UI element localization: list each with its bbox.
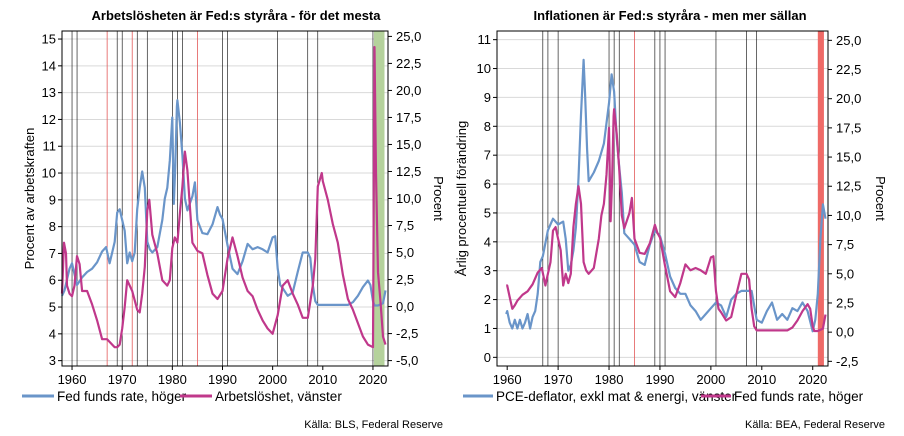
green-shaded-band xyxy=(373,31,385,366)
y2-tick-label: 20,0 xyxy=(396,83,421,98)
y2-tick-label: -2,5 xyxy=(396,326,418,341)
y-tick-label: 12 xyxy=(42,112,56,127)
y2-tick-label: 7,5 xyxy=(836,237,854,252)
y-tick-label: 14 xyxy=(42,58,56,73)
x-tick-label: 1960 xyxy=(58,372,87,387)
y-tick-label: 6 xyxy=(49,273,56,288)
y2-tick-label: 20,0 xyxy=(836,91,861,106)
y-tick-label: 4 xyxy=(49,326,56,341)
plot-frame xyxy=(496,30,829,367)
x-tick-label: 1990 xyxy=(645,372,674,387)
y2-tick-label: -2,5 xyxy=(836,354,858,369)
y-tick-label: 2 xyxy=(484,292,491,307)
y-tick-label: 8 xyxy=(484,119,491,134)
y-tick-label: 11 xyxy=(43,139,57,154)
series-line-2 xyxy=(60,45,387,349)
y-tick-label: 3 xyxy=(49,353,56,368)
y2-tick-label: 12,5 xyxy=(836,179,861,194)
y2-tick-label: 5,0 xyxy=(836,266,854,281)
y2-tick-label: 7,5 xyxy=(396,218,414,233)
series-line-1 xyxy=(61,99,387,307)
y-tick-label: 11 xyxy=(478,32,492,47)
x-tick-label: 2010 xyxy=(747,372,776,387)
y-tick-label: 6 xyxy=(484,177,491,192)
y2-tick-label: 15,0 xyxy=(396,137,421,152)
y2-tick-label: 22,5 xyxy=(836,62,861,77)
y2-tick-label: -5,0 xyxy=(396,353,418,368)
chart-panel-2: 0 1 2 3 4 5 6 7 8 9 10 11 -2,5 0,0 2,5 5,0 7,5 10,0 12,5 15… xyxy=(454,8,888,431)
y2-axis-title: Procent xyxy=(873,176,888,221)
red-shaded-band xyxy=(817,31,824,366)
x-tick-label: 1980 xyxy=(158,372,187,387)
y-tick-label: 8 xyxy=(49,219,56,234)
y2-tick-label: 0,0 xyxy=(396,299,414,314)
y-tick-label: 9 xyxy=(484,90,491,105)
y2-tick-label: 2,5 xyxy=(836,295,854,310)
y2-tick-label: 25,0 xyxy=(836,33,861,48)
legend-label: PCE-deflator, exkl mat & energi, vänster xyxy=(496,389,737,404)
plot-frame xyxy=(61,30,389,367)
y-tick-label: 0 xyxy=(484,350,491,365)
x-tick-label: 1960 xyxy=(493,372,522,387)
y2-axis-title: Procent xyxy=(431,176,446,221)
x-tick-label: 2000 xyxy=(258,372,287,387)
source-note: Källa: BEA, Federal Reserve xyxy=(745,419,885,431)
x-tick-label: 1990 xyxy=(208,372,237,387)
y-tick-label: 7 xyxy=(49,246,56,261)
chart-title: Arbetslösheten är Fed:s styråra - för de… xyxy=(92,8,382,23)
legend-label: Arbetslöshet, vänster xyxy=(215,389,342,404)
y2-tick-label: 15,0 xyxy=(836,150,861,165)
legend-label: Fed funds rate, höger xyxy=(57,389,187,404)
y2-tick-label: 17,5 xyxy=(836,120,861,135)
y-axis-title: Procent av arbetskraften xyxy=(22,128,37,270)
y2-tick-label: 22,5 xyxy=(396,56,421,71)
y-tick-label: 5 xyxy=(484,205,491,220)
y2-tick-label: 10,0 xyxy=(836,208,861,223)
y2-tick-label: 12,5 xyxy=(396,164,421,179)
y-tick-label: 4 xyxy=(484,234,491,249)
chart-title: Inflationen är Fed:s styråra - men mer s… xyxy=(533,8,806,23)
y-tick-label: 13 xyxy=(42,85,56,100)
source-note: Källa: BLS, Federal Reserve xyxy=(304,419,443,431)
y-tick-label: 1 xyxy=(484,321,491,336)
y2-tick-label: 25,0 xyxy=(396,29,421,44)
y2-tick-label: 0,0 xyxy=(836,325,854,340)
y2-tick-label: 5,0 xyxy=(396,245,414,260)
y2-tick-label: 17,5 xyxy=(396,110,421,125)
y-axis-title: Årlig procentuell förändring xyxy=(454,121,469,276)
y-tick-label: 5 xyxy=(49,300,56,315)
x-tick-label: 2020 xyxy=(798,372,827,387)
x-tick-label: 2000 xyxy=(696,372,725,387)
y-tick-label: 10 xyxy=(42,166,56,181)
y-tick-label: 10 xyxy=(477,61,491,76)
y-tick-label: 15 xyxy=(42,32,56,47)
y2-tick-label: 10,0 xyxy=(396,191,421,206)
y-tick-label: 9 xyxy=(49,192,56,207)
x-tick-label: 2020 xyxy=(358,372,387,387)
y-tick-label: 7 xyxy=(484,148,491,163)
series-line-1 xyxy=(505,58,827,333)
legend-label: Fed funds rate, höger xyxy=(734,389,864,404)
chart-panel-1: 3 4 5 6 7 8 9 10 11 12 13 14 15 -5,0 -2,5 0,0 2,5 5,0 7,5 1… xyxy=(22,8,446,431)
x-tick-label: 2010 xyxy=(308,372,337,387)
series-line-2 xyxy=(506,108,827,333)
x-tick-label: 1970 xyxy=(108,372,137,387)
y-tick-label: 3 xyxy=(484,263,491,278)
y2-tick-label: 2,5 xyxy=(396,272,414,287)
x-tick-label: 1970 xyxy=(544,372,573,387)
x-tick-label: 1980 xyxy=(595,372,624,387)
